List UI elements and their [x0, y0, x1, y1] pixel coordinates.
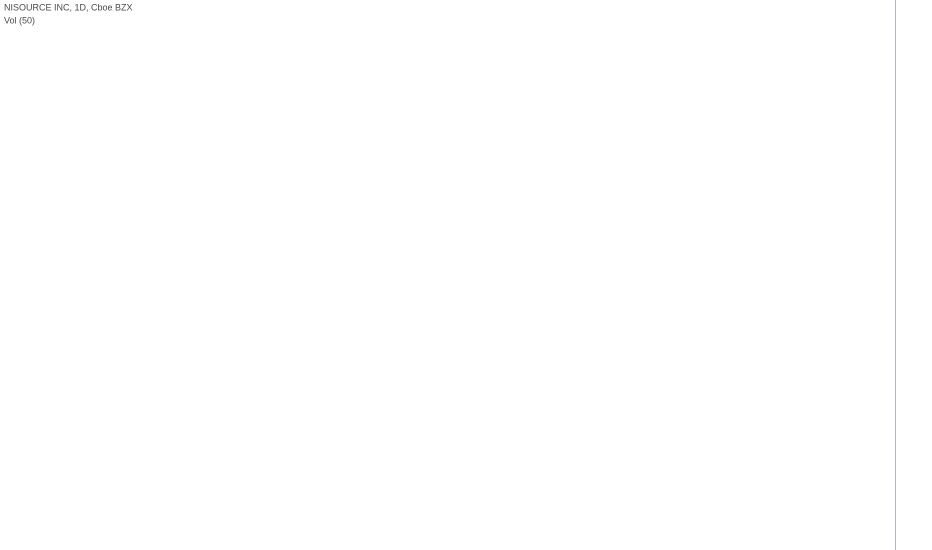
chart-title: NISOURCE INC, 1D, Cboe BZX [4, 2, 133, 12]
indicator-title: Vol (50) [4, 15, 35, 25]
